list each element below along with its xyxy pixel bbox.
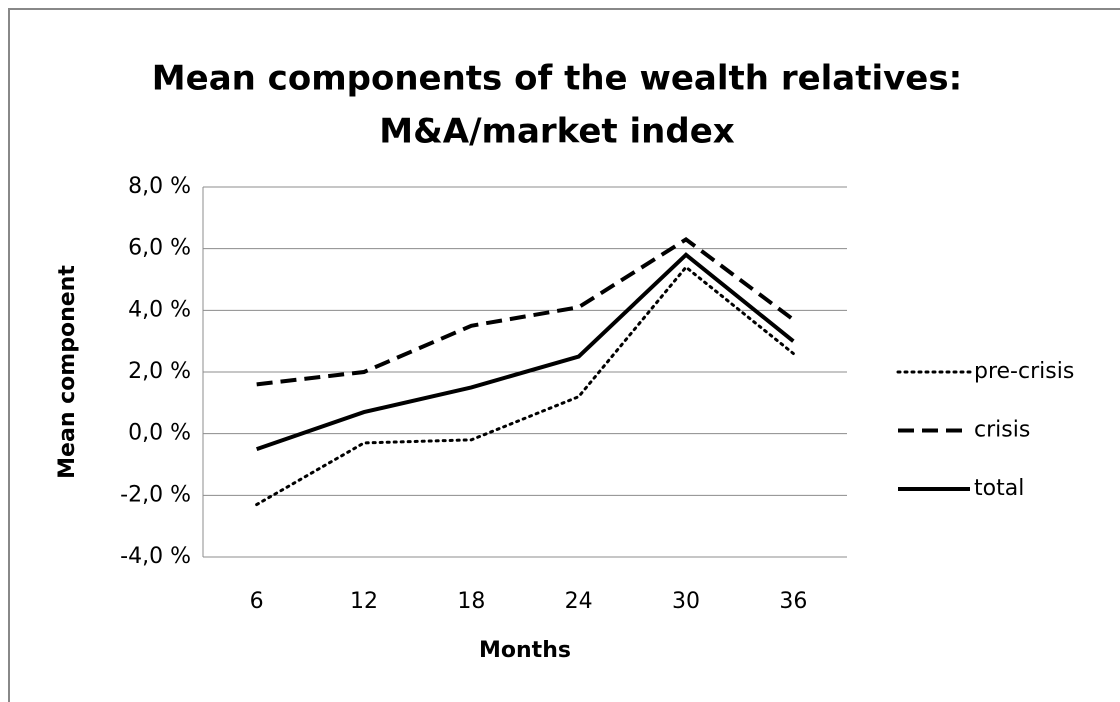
x-axis-title: Months — [479, 638, 571, 663]
y-tick-label: 4,0 % — [128, 297, 191, 322]
legend-label: crisis — [974, 418, 1030, 443]
x-tick-label: 12 — [350, 589, 378, 614]
chart-title: Mean components of the wealth relatives: — [152, 59, 962, 99]
y-tick-label: -2,0 % — [120, 482, 191, 507]
x-tick-label: 18 — [457, 589, 485, 614]
y-axis-title: Mean component — [55, 265, 80, 479]
chart-border — [8, 8, 1120, 702]
x-tick-label: 36 — [779, 589, 807, 614]
y-tick-label: 2,0 % — [128, 359, 191, 384]
series-line — [255, 265, 795, 507]
y-tick-label: 0,0 % — [128, 421, 191, 446]
legend-label: total — [974, 476, 1024, 501]
x-tick-label: 6 — [250, 589, 264, 614]
x-tick-label: 24 — [565, 589, 593, 614]
chart-title: M&A/market index — [379, 112, 734, 152]
x-tick-label: 30 — [672, 589, 700, 614]
legend-label: pre-crisis — [974, 359, 1074, 384]
y-tick-label: 8,0 % — [128, 174, 191, 199]
series-line — [256, 236, 795, 387]
series-line — [256, 252, 795, 451]
y-tick-label: -4,0 % — [120, 544, 191, 569]
y-tick-label: 6,0 % — [128, 236, 191, 261]
